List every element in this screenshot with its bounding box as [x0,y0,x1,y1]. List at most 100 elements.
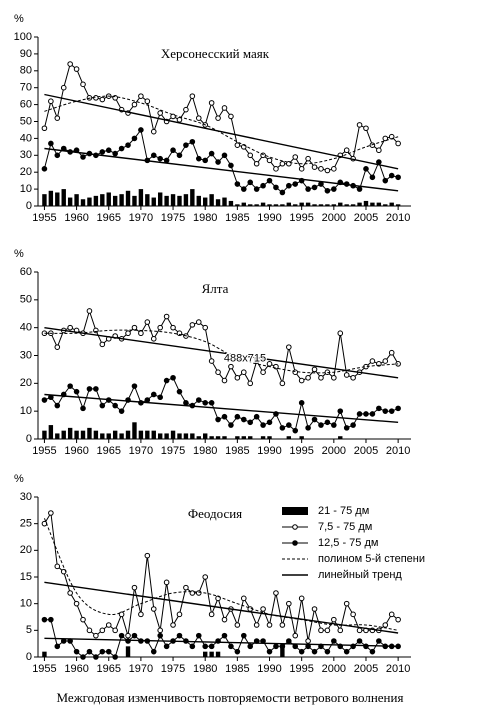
bar [164,433,169,439]
filled-marker [144,397,151,403]
bar [190,189,195,206]
bar [267,436,272,439]
open-marker [260,369,266,376]
filled-marker [356,186,363,192]
x-tick-label: 1965 [96,212,120,224]
open-marker [343,600,350,607]
open-marker [86,308,93,314]
annotation: 488x715 [224,352,266,364]
bar [145,430,150,439]
x-tick-label: 1960 [64,445,88,457]
open-marker [67,590,73,596]
bar [48,190,54,206]
series-line [44,377,399,432]
chart-title: Херсонесский маяк [161,46,270,61]
x-tick-label: 2000 [322,212,346,224]
filled-marker [305,425,311,431]
filled-marker [395,174,401,181]
open-marker [305,374,311,381]
open-marker [240,369,247,376]
bar [183,433,189,439]
open-marker [125,632,131,639]
y-tick-label: 100 [14,31,32,43]
open-marker [54,563,61,570]
open-marker [369,358,376,364]
panel: % Херсонесский маяк 0 10 20 30 40 50 60 70 80 90 100… [14,13,411,224]
y-tick-label: 10 [20,405,32,417]
open-marker [298,377,305,384]
filled-marker [234,181,241,187]
open-marker [234,374,241,381]
bar [132,422,137,439]
open-marker [382,622,389,628]
legend-item: полином 5-й степени [282,553,425,565]
filled-marker [221,413,228,420]
filled-marker [234,413,241,420]
bar [132,195,137,206]
open-marker [48,510,54,516]
open-marker [318,374,324,381]
filled-marker [170,374,176,381]
bar [145,194,150,206]
open-marker [67,324,73,331]
filled-marker [93,386,99,392]
filled-marker [125,638,131,644]
x-tick-label: 1975 [161,663,185,675]
x-tick-label: 1975 [161,445,185,457]
x-tick-label: 1955 [32,445,56,457]
bar [196,436,201,439]
filled-marker [240,632,247,639]
filled-marker [112,654,118,660]
open-marker [350,374,356,381]
filled-marker [67,383,73,389]
open-marker [144,319,151,325]
open-marker [350,611,356,618]
poly-trend [44,329,399,374]
filled-marker [228,162,234,169]
open-marker [305,155,311,162]
filled-marker [170,147,176,154]
bar [235,204,240,206]
y-tick-label: 0 [26,200,32,212]
x-tick-label: 2010 [386,212,410,224]
open-marker [311,164,318,170]
x-tick-label: 1980 [193,663,217,675]
open-marker [331,374,337,381]
open-marker [202,574,209,580]
linear-trend [44,147,399,192]
filled-marker [99,149,106,155]
filled-marker [195,397,202,403]
bar [222,197,227,206]
y-tick-label: 50 [20,115,32,127]
filled-marker [80,405,86,412]
bar [67,197,73,206]
filled-marker [376,405,382,412]
filled-marker [234,648,241,655]
filled-marker [382,408,389,414]
x-tick-label: 1960 [64,663,88,675]
filled-marker [253,413,260,420]
filled-marker [195,155,202,162]
bar [87,197,92,206]
bar [241,202,246,206]
filled-marker [240,416,247,423]
filled-marker [112,402,118,409]
bar [112,430,118,439]
bar [177,195,182,206]
caption: Межгодовая изменчивость повторяемости ве… [57,690,404,705]
filled-marker [99,648,106,655]
bar [305,202,311,206]
bar [203,433,208,439]
open-marker [150,606,157,612]
open-marker [93,327,99,334]
bar [209,194,214,206]
y-tick-label: 0 [26,433,32,445]
filled-marker [157,394,163,401]
bar [286,202,292,206]
filled-marker [253,186,260,192]
y-tick-label: 30 [20,491,32,503]
bar [170,194,176,206]
y-axis-label: % [14,473,24,485]
bar [273,204,279,206]
